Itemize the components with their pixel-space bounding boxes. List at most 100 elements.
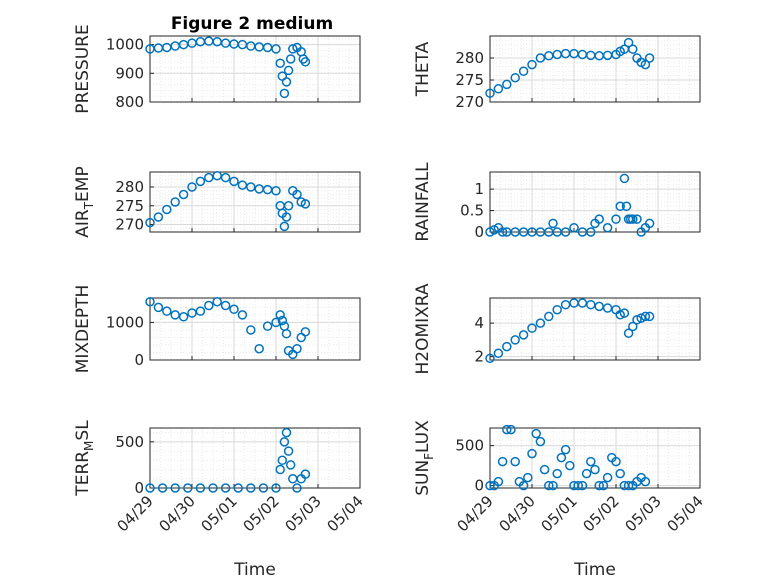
data-point [581,468,592,479]
y-tick-label: 0 [474,223,484,241]
y-tick-label: 275 [115,197,144,215]
data-point [502,79,512,90]
data-point [573,480,583,491]
data-point [212,297,222,307]
data-point [623,328,634,338]
x-tick-label: 04/29 [114,492,157,535]
data-point [187,308,197,318]
data-point [285,460,296,470]
data-point [246,325,256,335]
data-point [518,330,529,340]
data-point [535,436,546,447]
data-point [277,455,288,466]
subplot-h2omixra: 2 4 H2OMIXRA [413,283,701,375]
figure-title: Figure 2 medium [171,14,333,34]
data-point [153,302,164,313]
x-axis-label: Time [233,560,276,580]
data-point [619,308,630,318]
data-point [187,182,197,192]
data-point [195,483,206,493]
data-point [615,201,625,212]
data-point [162,306,172,316]
data-point [602,472,613,483]
data-point [178,312,189,322]
data-point [497,456,508,467]
data-point [632,214,642,224]
data-point [485,88,495,98]
data-point [531,428,541,439]
subplot-sun-flux: 0 500 SUNFLUX 04/2904/3005/0105/0205/0305/0… [413,420,707,580]
data-point [502,341,512,352]
data-point [279,88,290,99]
y-axis-label: H2OMIXRA [413,283,433,374]
data-point [594,214,604,224]
y-axis-label: TERRMSL [73,420,96,497]
y-tick-label: 270 [455,93,484,111]
data-point [288,44,298,54]
data-point [204,172,214,183]
subplot-pressure: 800 900 1000 PRESSURE [73,24,361,114]
y-tick-label: 900 [115,64,144,82]
data-point [485,353,495,364]
y-tick-label: 2 [474,348,484,366]
data-point [283,446,294,456]
data-point [497,227,508,237]
y-axis-label: THETA [413,41,433,97]
data-point [178,189,189,200]
data-point [212,171,222,181]
data-point [518,480,529,491]
data-point [552,304,562,315]
data-point [233,483,243,493]
axes-box [149,171,361,233]
data-point [275,310,285,320]
x-tick-label: 05/01 [198,492,241,535]
subplot-terr-msl: 0 500 TERRMSL 04/2904/3005/0105/0205/0305/0… [73,420,367,580]
data-point [292,343,302,354]
data-point [619,173,630,184]
y-axis-label: AIRTEMP [73,166,96,237]
data-point [281,427,292,438]
data-point [565,460,575,471]
x-tick-label: 05/03 [622,492,665,535]
y-tick-label: 1 [474,180,484,198]
y-tick-label: 500 [455,437,484,455]
data-point [281,77,292,87]
x-axis-label: Time [573,560,616,580]
data-point [640,311,651,322]
data-point [539,464,550,475]
data-point [300,57,311,67]
data-point [527,59,537,70]
data-point [628,214,638,224]
y-tick-label: 0 [134,351,144,369]
data-point [258,483,269,493]
data-point [527,448,537,459]
data-point [145,297,155,307]
data-point [208,483,218,493]
data-point [281,328,292,339]
data-point [195,306,206,316]
data-point [300,199,311,209]
data-point [279,221,290,232]
data-point [145,483,155,493]
data-point [262,321,273,331]
data-point [283,201,294,211]
subplot-theta: 270 275 280 THETA [413,35,701,111]
data-point [510,73,520,83]
data-point [628,321,638,332]
data-point [502,424,512,435]
data-point [204,300,214,311]
y-tick-label: 280 [115,178,144,196]
x-tick-label: 04/30 [156,492,199,535]
data-point [283,65,294,76]
data-point [493,348,504,359]
data-point [275,58,285,69]
data-point [544,311,554,322]
y-tick-label: 0 [474,477,484,495]
data-point [621,201,632,212]
data-point [220,300,231,311]
data-point [157,483,168,493]
y-tick-label: 280 [455,49,484,67]
data-point [229,304,239,315]
data-point [560,227,571,237]
